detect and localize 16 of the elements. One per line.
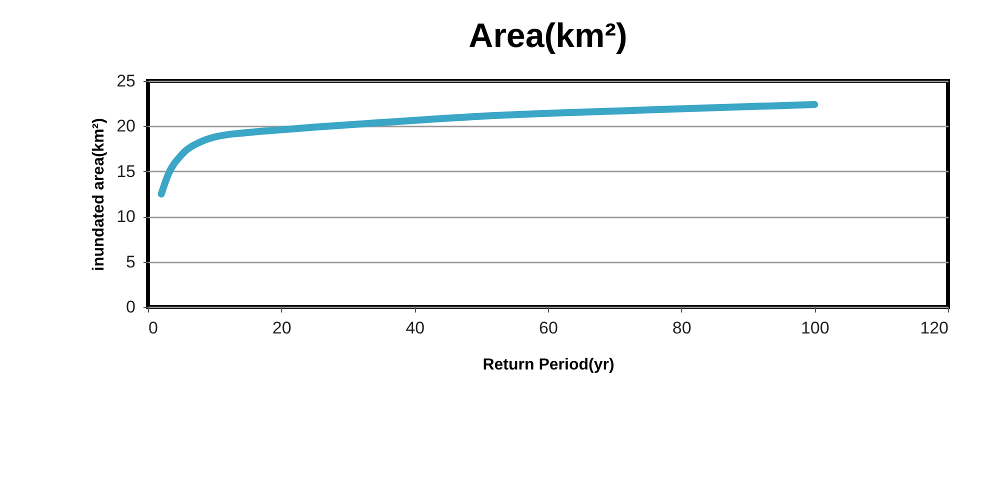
chart-title: Area(km²) [468, 17, 628, 55]
y-tick-label: 20 [116, 116, 136, 136]
x-tick-label: 40 [406, 318, 425, 338]
x-tick-label: 60 [539, 318, 558, 338]
x-tick-label: 20 [272, 318, 292, 338]
y-tick-label: 10 [116, 207, 136, 226]
x-axis-title: Return Period(yr) [482, 356, 614, 374]
x-tick-label: 100 [800, 318, 830, 338]
x-tick-label: 120 [920, 318, 948, 338]
x-tick-label: 80 [672, 318, 692, 338]
y-tick-label: 5 [126, 252, 136, 272]
y-tick-label: 0 [126, 298, 136, 316]
y-axis-title: inundated area(km²) [90, 118, 108, 271]
y-tick-label: 25 [116, 72, 136, 90]
x-tick-label: 0 [148, 318, 158, 338]
y-tick-label: 15 [116, 162, 136, 181]
